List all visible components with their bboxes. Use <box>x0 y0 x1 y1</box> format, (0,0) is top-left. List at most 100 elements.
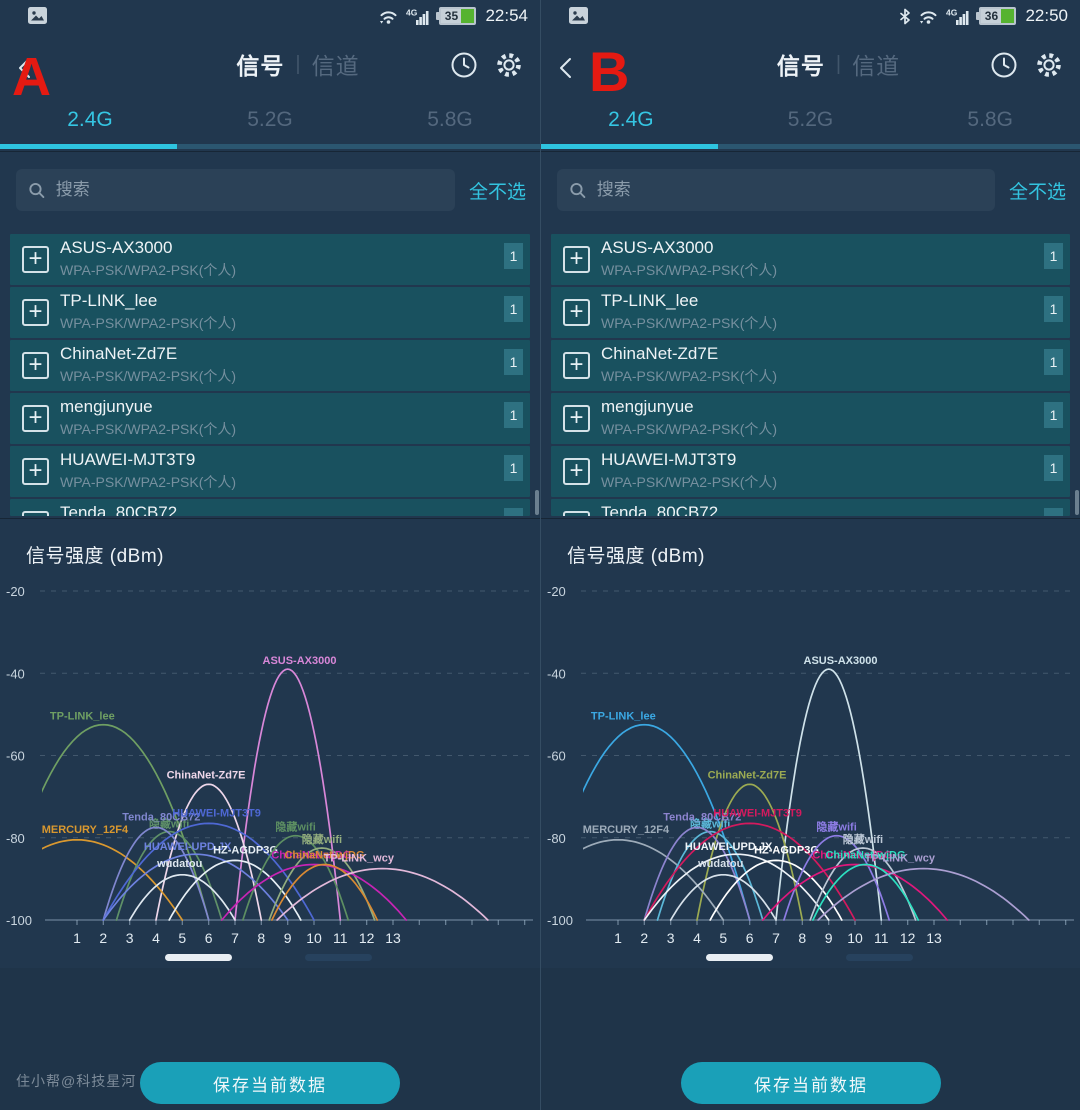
network-count-badge: 1 <box>1044 243 1063 269</box>
channel-label: 4 <box>693 930 701 946</box>
save-current-data-button[interactable]: 保存当前数据 <box>140 1062 400 1104</box>
channel-label: 3 <box>667 930 675 946</box>
signal-curve-TP-LINK_lee <box>583 723 751 921</box>
tab-channel[interactable]: 信道 <box>852 53 901 79</box>
add-network-icon[interactable]: + <box>22 246 49 273</box>
curve-label-隐藏wifi: 隐藏wifi <box>302 832 342 846</box>
signal-curve-HZ-AGDP3G <box>168 859 302 921</box>
y-axis-tick-label: -40 <box>6 666 25 681</box>
network-list-item[interactable]: +Tenda_80CB72WPA-PSK/WPA2-PSK(个人)1 <box>551 499 1070 516</box>
tab-signal[interactable]: 信号 <box>236 53 285 79</box>
add-network-icon[interactable]: + <box>22 511 49 516</box>
settings-gear-icon[interactable] <box>495 51 523 79</box>
mobile-signal-4g-icon: 4G <box>406 8 429 25</box>
search-box[interactable] <box>16 169 455 211</box>
network-list-item[interactable]: + ASUS-AX3000 WPA-PSK/WPA2-PSK(个人) 1 <box>551 234 1070 285</box>
network-list-item[interactable]: + ChinaNet-Zd7E WPA-PSK/WPA2-PSK(个人) 1 <box>551 340 1070 391</box>
add-network-icon[interactable]: + <box>563 299 590 326</box>
curve-label-HUAWEI-MJT3T9: HUAWEI-MJT3T9 <box>172 807 261 819</box>
back-icon[interactable] <box>557 56 573 80</box>
deselect-all-link[interactable]: 全不选 <box>468 181 526 203</box>
curve-label-隐藏wifi: 隐藏wifi <box>816 820 856 834</box>
curve-label-Tenda_80CB72: Tenda_80CB72 <box>122 812 200 824</box>
network-count-badge: 1 <box>504 508 523 516</box>
network-list-item[interactable]: + TP-LINK_lee WPA-PSK/WPA2-PSK(个人) 1 <box>10 287 530 338</box>
signal-curve-ChinaNet-wjDG <box>220 863 408 921</box>
add-network-icon[interactable]: + <box>22 405 49 432</box>
curve-label-ASUS-AX3000: ASUS-AX3000 <box>804 655 878 667</box>
network-list-item[interactable]: +Tenda_80CB72WPA-PSK/WPA2-PSK(个人)1 <box>10 499 530 516</box>
tab-5-8g[interactable]: 5.8G <box>427 107 473 131</box>
add-network-icon[interactable]: + <box>22 299 49 326</box>
network-list-item[interactable]: + TP-LINK_lee WPA-PSK/WPA2-PSK(个人) 1 <box>551 287 1070 338</box>
list-scrollbar[interactable] <box>1075 490 1079 515</box>
network-list-item[interactable]: + ASUS-AX3000 WPA-PSK/WPA2-PSK(个人) 1 <box>10 234 530 285</box>
tab-5-2g[interactable]: 5.2G <box>247 107 293 131</box>
network-list-item[interactable]: + mengjunyue WPA-PSK/WPA2-PSK(个人) 1 <box>10 393 530 444</box>
deselect-all-link[interactable]: 全不选 <box>1008 181 1066 203</box>
add-network-icon[interactable]: + <box>22 352 49 379</box>
signal-curve-ChinaNet-Zd7E <box>696 783 804 921</box>
bluetooth-icon <box>900 8 911 24</box>
tab-signal[interactable]: 信号 <box>776 53 825 79</box>
back-icon[interactable] <box>16 56 32 80</box>
signal-curve-隐藏wifi <box>242 834 350 921</box>
network-count-badge: 1 <box>1044 296 1063 322</box>
curve-label-wudatou: wudatou <box>156 858 202 870</box>
add-network-icon[interactable]: + <box>22 458 49 485</box>
network-list-item[interactable]: + mengjunyue WPA-PSK/WPA2-PSK(个人) 1 <box>551 393 1070 444</box>
channel-label: 1 <box>73 930 81 946</box>
chart-scrollbar-thumb[interactable] <box>165 954 232 961</box>
status-clock: 22:54 <box>485 6 528 25</box>
chart-scrollbar-secondary[interactable] <box>305 954 372 961</box>
tab-2-4g[interactable]: 2.4G <box>67 107 113 131</box>
history-clock-icon[interactable] <box>990 51 1018 79</box>
network-security: WPA-PSK/WPA2-PSK(个人) <box>601 368 778 384</box>
tab-channel[interactable]: 信道 <box>311 53 360 79</box>
network-list-item[interactable]: + HUAWEI-MJT3T9 WPA-PSK/WPA2-PSK(个人) 1 <box>10 446 530 497</box>
search-row: 全不选 <box>541 152 1080 228</box>
tab-5-8g[interactable]: 5.8G <box>967 107 1013 131</box>
search-box[interactable] <box>557 169 995 211</box>
signal-curve-ChinaNet-wjDG <box>761 863 949 921</box>
save-current-data-button[interactable]: 保存当前数据 <box>681 1062 941 1104</box>
settings-gear-icon[interactable] <box>1035 51 1063 79</box>
network-count-badge: 1 <box>504 402 523 428</box>
annotation-letter-b: B <box>589 40 630 103</box>
signal-curve-HUAWEI-MJT3T9 <box>102 822 315 921</box>
channel-label: 1 <box>614 930 622 946</box>
gallery-notification-icon <box>569 7 588 24</box>
add-network-icon[interactable]: + <box>563 458 590 485</box>
channel-label: 5 <box>719 930 727 946</box>
network-ssid: ChinaNet-Zd7E <box>60 344 178 363</box>
footer-bar: 保存当前数据 <box>541 968 1080 1110</box>
add-network-icon[interactable]: + <box>563 352 590 379</box>
app-header: A 信号 | 信道 <box>0 32 540 104</box>
network-ssid: TP-LINK_lee <box>60 291 158 310</box>
chart-scrollbar-secondary[interactable] <box>846 954 913 961</box>
channel-label: 8 <box>257 930 265 946</box>
status-clock: 22:50 <box>1025 6 1068 25</box>
network-ssid: HUAWEI-MJT3T9 <box>601 450 737 469</box>
channel-label: 9 <box>284 930 292 946</box>
channel-label: 5 <box>178 930 186 946</box>
signal-curve-HZ-AGDP3G <box>709 859 843 921</box>
search-input[interactable] <box>55 180 443 200</box>
tab-5-2g[interactable]: 5.2G <box>787 107 834 131</box>
add-network-icon[interactable]: + <box>563 405 590 432</box>
chart-scrollbar-thumb[interactable] <box>706 954 773 961</box>
y-axis-tick-label: -40 <box>547 666 566 681</box>
list-scrollbar[interactable] <box>535 490 539 515</box>
search-input[interactable] <box>596 180 983 200</box>
phone-screenshot-b: 4G 36 22:50 B 信号 | 信道 <box>540 0 1080 1110</box>
header-title-group: 信号 | 信道 <box>777 47 900 81</box>
network-security: WPA-PSK/WPA2-PSK(个人) <box>60 474 237 490</box>
add-network-icon[interactable]: + <box>563 511 590 516</box>
network-list-item[interactable]: + ChinaNet-Zd7E WPA-PSK/WPA2-PSK(个人) 1 <box>10 340 530 391</box>
network-list-item[interactable]: + HUAWEI-MJT3T9 WPA-PSK/WPA2-PSK(个人) 1 <box>551 446 1070 497</box>
add-network-icon[interactable]: + <box>563 246 590 273</box>
battery-charge-level <box>461 9 475 23</box>
tab-2-4g[interactable]: 2.4G <box>608 107 654 131</box>
history-clock-icon[interactable] <box>450 51 478 79</box>
